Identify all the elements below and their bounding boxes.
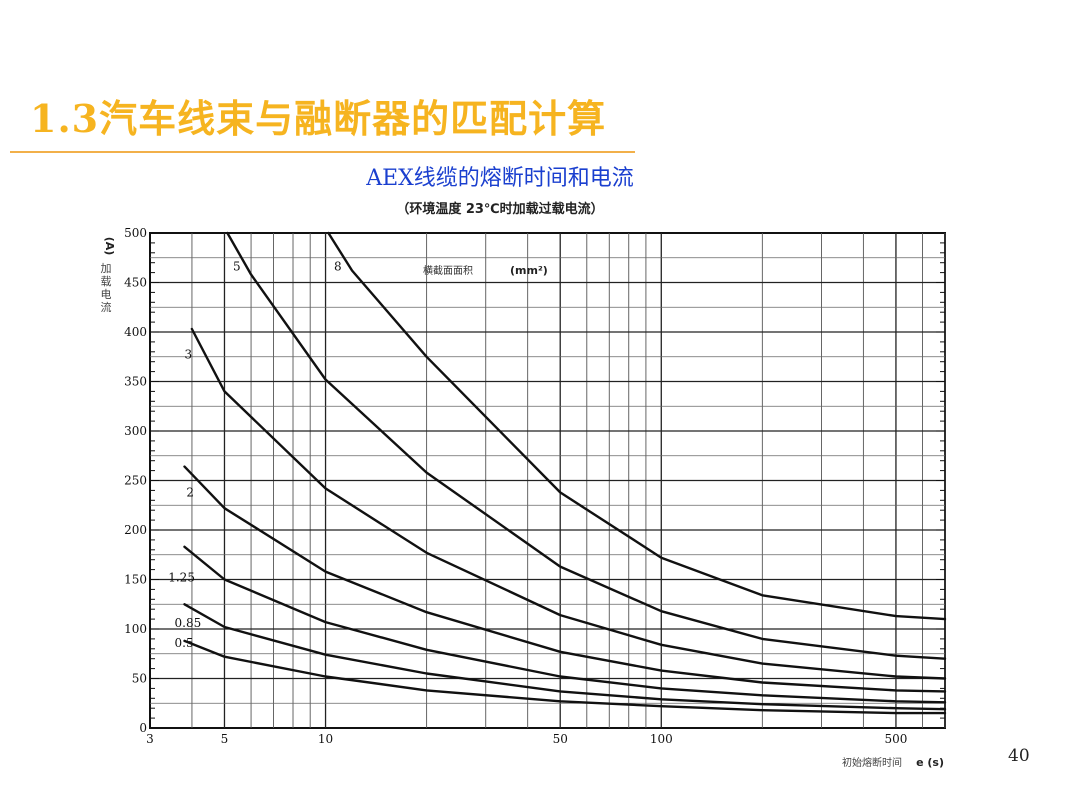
chart-subtitle: （环境温度 23℃时加载过载电流） [396, 202, 604, 217]
x-tick-label: 500 [884, 732, 907, 746]
x-axis-unit: e (s) [916, 756, 944, 769]
x-axis-label: 初始熔断时间 [842, 756, 902, 769]
y-tick-label: 150 [124, 573, 147, 587]
series-label: 1.25 [168, 570, 195, 584]
y-tick-label: 0 [139, 721, 147, 735]
y-tick-label: 400 [124, 325, 147, 339]
x-tick-label: 100 [650, 732, 673, 746]
series-label: 3 [184, 348, 192, 362]
page-number: 40 [1008, 746, 1030, 766]
series-label: 0.85 [175, 616, 202, 630]
x-tick-label: 5 [221, 732, 229, 746]
legend-title: 横截面面积 [423, 264, 473, 277]
y-axis-label-char: 加 [101, 262, 112, 275]
y-axis-label-char: 电 [101, 288, 112, 301]
chart-title: AEX线缆的熔断时间和电流 [366, 166, 634, 191]
title-divider [10, 151, 635, 153]
series-label: 0.5 [175, 636, 194, 650]
series-curve [190, 327, 947, 680]
series-label: 8 [334, 260, 342, 274]
series-curve [183, 545, 947, 704]
x-tick-label: 3 [146, 732, 154, 746]
y-tick-label: 50 [132, 672, 147, 686]
slide-title: 1.3汽车线束与融断器的匹配计算 [30, 96, 607, 141]
series-curve [183, 603, 947, 711]
series-curve [183, 639, 947, 715]
y-tick-label: 450 [124, 276, 147, 290]
series-curve [183, 465, 947, 693]
y-axis-unit: (A) [103, 237, 116, 256]
y-tick-label: 500 [124, 226, 147, 240]
y-tick-label: 100 [124, 622, 147, 636]
y-axis-label-char: 载 [101, 275, 112, 288]
series-label: 2 [186, 485, 194, 499]
series-curve [327, 231, 947, 621]
series-label: 5 [233, 260, 241, 274]
y-tick-label: 300 [124, 424, 147, 438]
y-axis-label-char: 流 [101, 300, 112, 314]
x-tick-label: 50 [553, 732, 568, 746]
series-curve [226, 231, 947, 660]
y-tick-label: 200 [124, 523, 147, 537]
y-tick-label: 350 [124, 375, 147, 389]
legend-unit: (mm²) [510, 264, 548, 277]
x-tick-label: 10 [318, 732, 333, 746]
y-tick-label: 250 [124, 474, 147, 488]
